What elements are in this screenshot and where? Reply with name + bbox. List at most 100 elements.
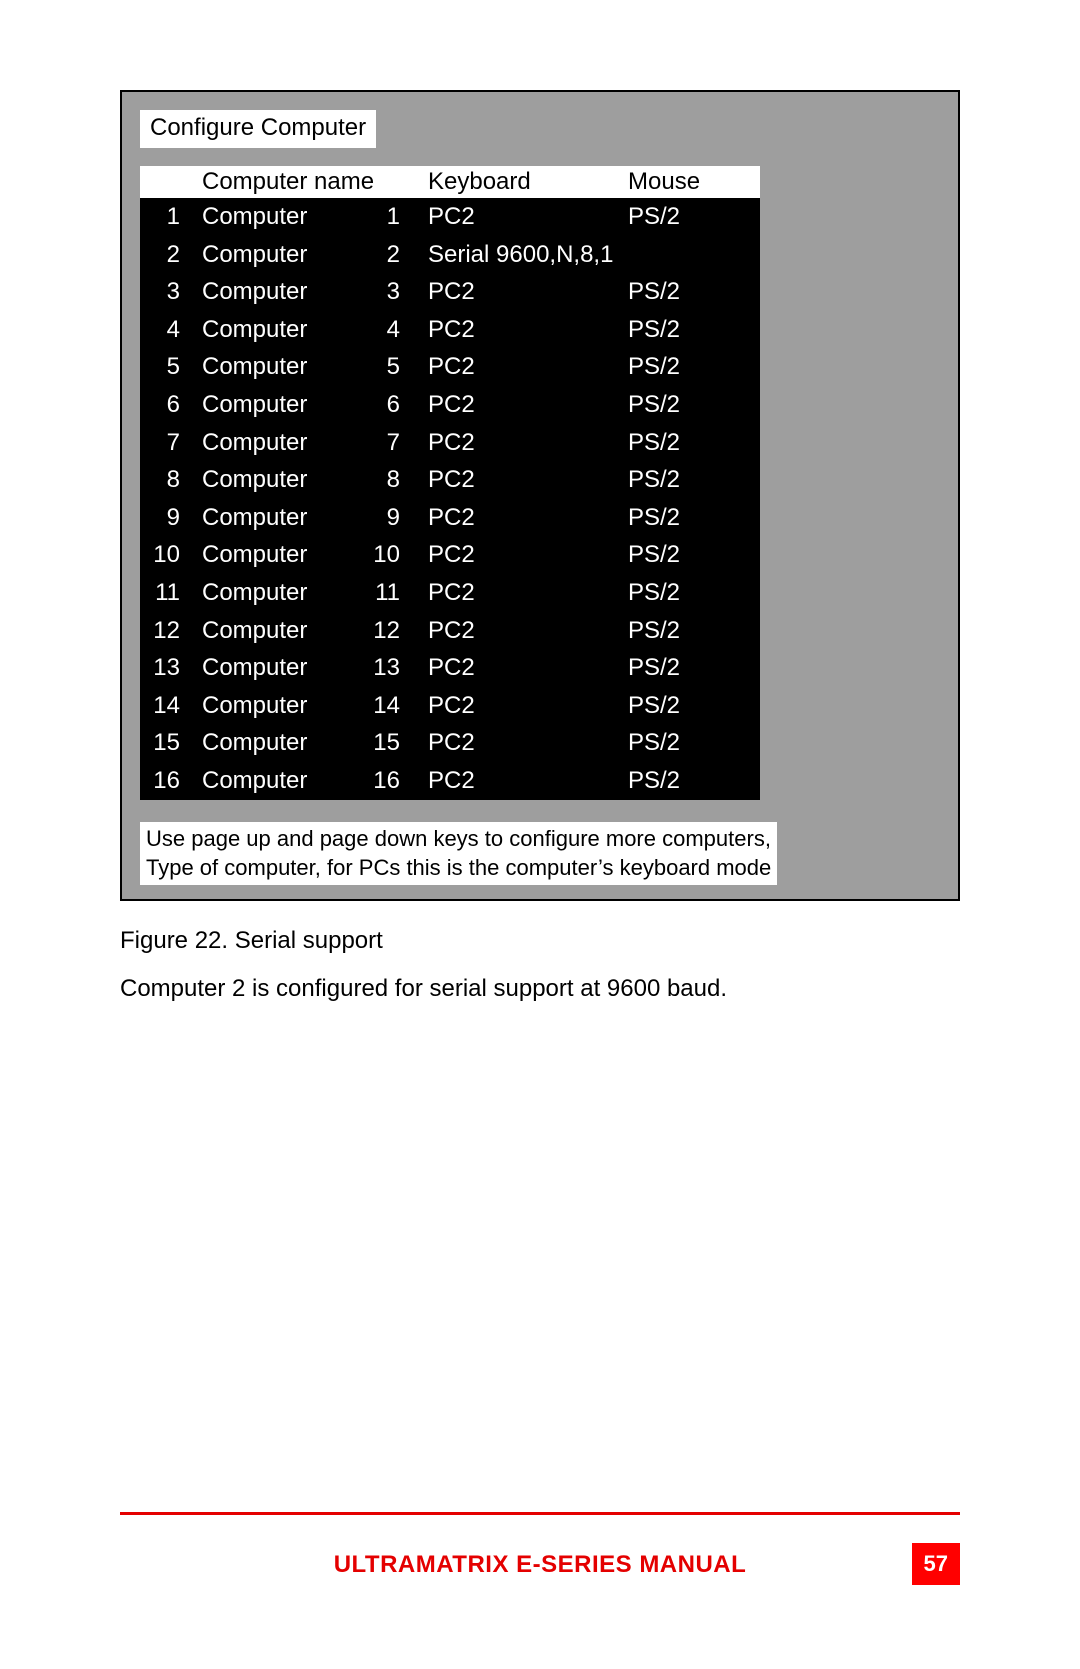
col-header-index (140, 166, 194, 198)
row-index: 13 (140, 649, 194, 687)
row-computer-number: 8 (360, 461, 420, 499)
row-keyboard: PC2 (420, 273, 620, 311)
row-computer-number: 5 (360, 348, 420, 386)
row-computer-name: Computer (194, 348, 360, 386)
table-row[interactable]: 4Computer4PC2PS/2 (140, 311, 760, 349)
row-index: 11 (140, 574, 194, 612)
col-header-keyboard: Keyboard (420, 166, 620, 198)
row-mouse: PS/2 (620, 612, 760, 650)
table-row[interactable]: 2Computer2Serial 9600,N,8,1 (140, 236, 760, 274)
row-computer-number: 13 (360, 649, 420, 687)
row-computer-name: Computer (194, 574, 360, 612)
row-keyboard: PC2 (420, 386, 620, 424)
row-computer-name: Computer (194, 649, 360, 687)
row-index: 9 (140, 499, 194, 537)
table-row[interactable]: 6Computer6PC2PS/2 (140, 386, 760, 424)
table-row[interactable]: 5Computer5PC2PS/2 (140, 348, 760, 386)
row-computer-name: Computer (194, 687, 360, 725)
row-computer-name: Computer (194, 273, 360, 311)
row-index: 7 (140, 424, 194, 462)
table-row[interactable]: 14Computer14PC2PS/2 (140, 687, 760, 725)
row-computer-name: Computer (194, 724, 360, 762)
row-keyboard: PC2 (420, 348, 620, 386)
table-row[interactable]: 13Computer13PC2PS/2 (140, 649, 760, 687)
row-index: 4 (140, 311, 194, 349)
row-keyboard: PC2 (420, 311, 620, 349)
row-computer-number: 7 (360, 424, 420, 462)
figure-caption: Figure 22. Serial support (120, 927, 960, 955)
row-index: 12 (140, 612, 194, 650)
row-index: 15 (140, 724, 194, 762)
row-mouse: PS/2 (620, 348, 760, 386)
row-mouse: PS/2 (620, 273, 760, 311)
panel-hint: Use page up and page down keys to config… (140, 822, 777, 885)
row-computer-number: 9 (360, 499, 420, 537)
row-index: 1 (140, 198, 194, 236)
computer-config-table: Computer name Keyboard Mouse 1Computer1P… (140, 166, 760, 800)
row-computer-name: Computer (194, 236, 360, 274)
panel-title: Configure Computer (140, 110, 376, 148)
row-mouse: PS/2 (620, 724, 760, 762)
row-mouse: PS/2 (620, 574, 760, 612)
row-index: 16 (140, 762, 194, 800)
page-number-badge: 57 (912, 1543, 960, 1585)
table-row[interactable]: 8Computer8PC2PS/2 (140, 461, 760, 499)
row-keyboard: PC2 (420, 574, 620, 612)
table-row[interactable]: 7Computer7PC2PS/2 (140, 424, 760, 462)
row-computer-name: Computer (194, 762, 360, 800)
row-keyboard: PC2 (420, 536, 620, 574)
row-keyboard: PC2 (420, 724, 620, 762)
table-row[interactable]: 11Computer11PC2PS/2 (140, 574, 760, 612)
row-keyboard: PC2 (420, 461, 620, 499)
row-keyboard: PC2 (420, 762, 620, 800)
footer-title: ULTRAMATRIX E-SERIES MANUAL (334, 1551, 747, 1579)
row-keyboard: PC2 (420, 612, 620, 650)
row-keyboard: PC2 (420, 687, 620, 725)
row-computer-number: 10 (360, 536, 420, 574)
row-computer-number: 2 (360, 236, 420, 274)
table-header-row: Computer name Keyboard Mouse (140, 166, 760, 198)
row-mouse: PS/2 (620, 762, 760, 800)
row-mouse: PS/2 (620, 649, 760, 687)
row-index: 14 (140, 687, 194, 725)
row-mouse: PS/2 (620, 311, 760, 349)
row-computer-name: Computer (194, 424, 360, 462)
row-index: 6 (140, 386, 194, 424)
row-index: 5 (140, 348, 194, 386)
hint-line-1: Use page up and page down keys to config… (146, 826, 771, 851)
row-computer-number: 15 (360, 724, 420, 762)
table-row[interactable]: 3Computer3PC2PS/2 (140, 273, 760, 311)
row-mouse: PS/2 (620, 424, 760, 462)
row-computer-number: 3 (360, 273, 420, 311)
row-keyboard: PC2 (420, 649, 620, 687)
row-mouse: PS/2 (620, 499, 760, 537)
row-index: 8 (140, 461, 194, 499)
row-computer-name: Computer (194, 198, 360, 236)
table-row[interactable]: 9Computer9PC2PS/2 (140, 499, 760, 537)
page-footer: ULTRAMATRIX E-SERIES MANUAL 57 (120, 1512, 960, 1579)
row-computer-number: 14 (360, 687, 420, 725)
body-text: Computer 2 is configured for serial supp… (120, 975, 960, 1003)
table-row[interactable]: 12Computer12PC2PS/2 (140, 612, 760, 650)
row-computer-number: 12 (360, 612, 420, 650)
row-index: 10 (140, 536, 194, 574)
table-row[interactable]: 10Computer10PC2PS/2 (140, 536, 760, 574)
col-header-mouse: Mouse (620, 166, 760, 198)
row-keyboard: PC2 (420, 499, 620, 537)
row-mouse: PS/2 (620, 461, 760, 499)
row-computer-name: Computer (194, 386, 360, 424)
row-keyboard: Serial 9600,N,8,1 (420, 236, 760, 274)
row-computer-name: Computer (194, 499, 360, 537)
row-computer-number: 4 (360, 311, 420, 349)
hint-line-2: Type of computer, for PCs this is the co… (146, 855, 771, 880)
row-computer-number: 11 (360, 574, 420, 612)
row-computer-name: Computer (194, 612, 360, 650)
table-row[interactable]: 15Computer15PC2PS/2 (140, 724, 760, 762)
table-row[interactable]: 1Computer1PC2PS/2 (140, 198, 760, 236)
table-row[interactable]: 16Computer16PC2PS/2 (140, 762, 760, 800)
row-computer-number: 1 (360, 198, 420, 236)
row-mouse: PS/2 (620, 386, 760, 424)
row-mouse: PS/2 (620, 198, 760, 236)
row-index: 2 (140, 236, 194, 274)
row-computer-name: Computer (194, 311, 360, 349)
